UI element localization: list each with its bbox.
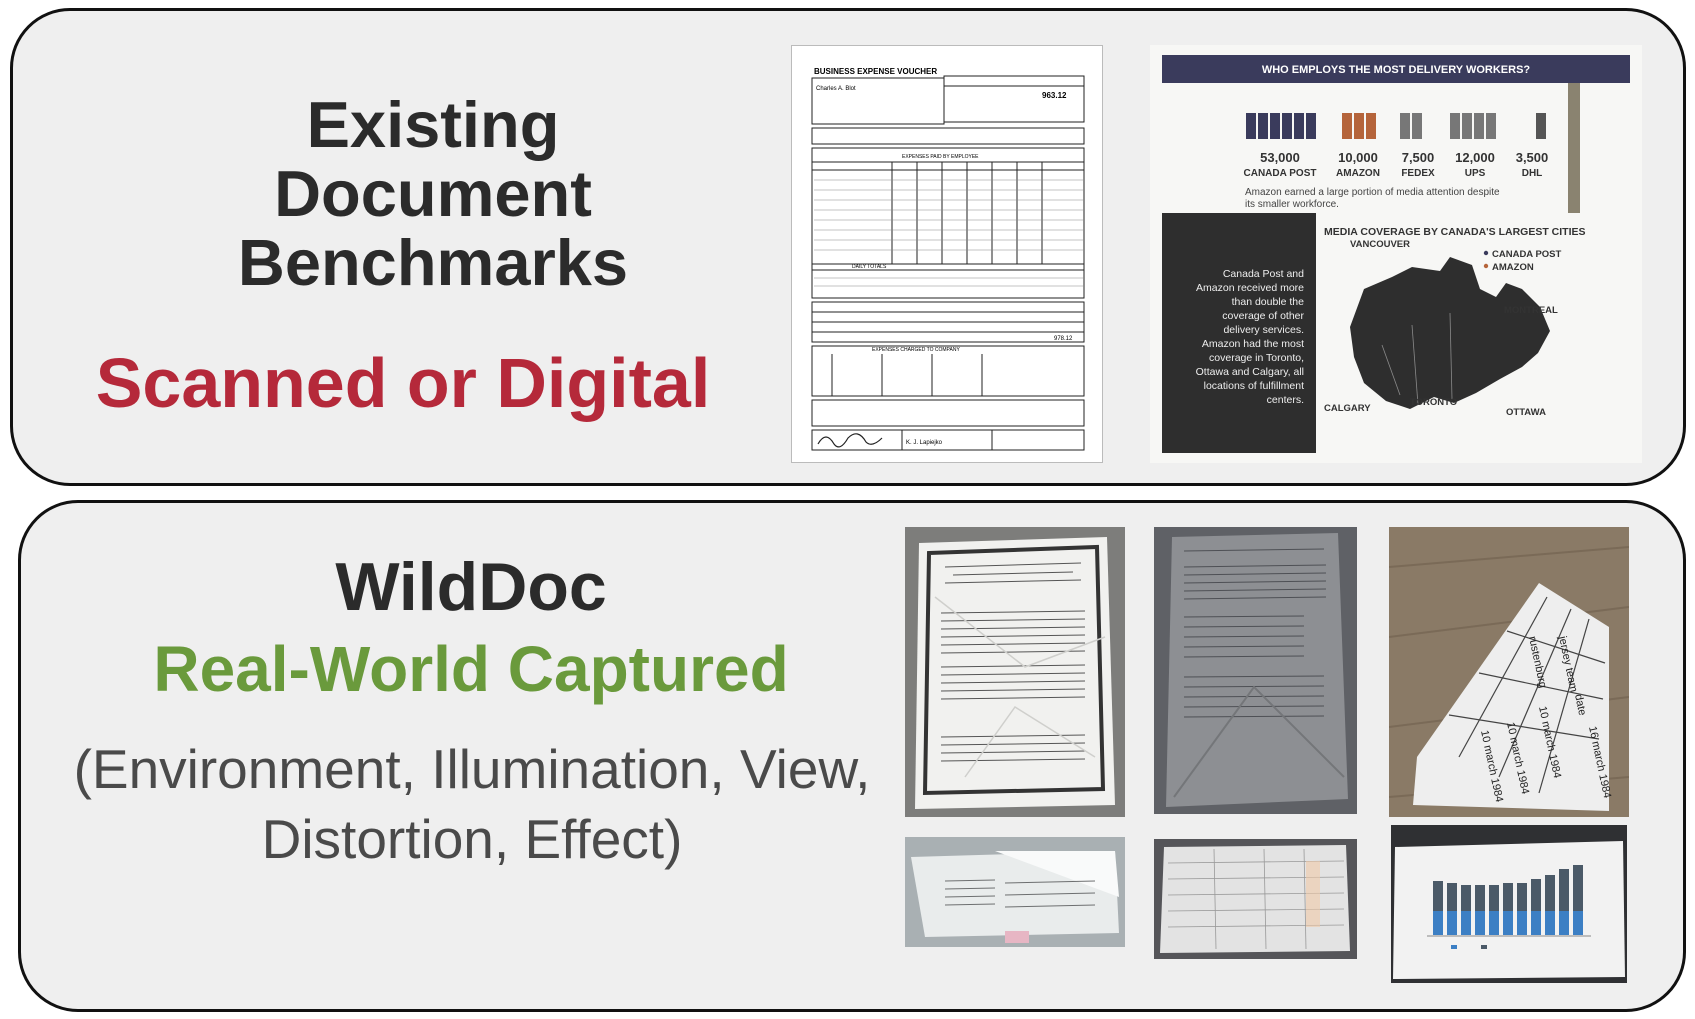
- stat-value: 7,500: [1402, 150, 1435, 165]
- side-text-line: delivery services.: [1223, 324, 1304, 336]
- stat-label: UPS: [1465, 168, 1486, 179]
- voucher-employee: Charles A. Blot: [816, 86, 856, 92]
- side-text-line: Amazon received more: [1196, 282, 1304, 294]
- city-label: CALGARY: [1324, 403, 1371, 414]
- stat-label: FEDEX: [1401, 168, 1435, 179]
- voucher-amount: 963.12: [1042, 91, 1067, 100]
- table-cell: date: [1572, 693, 1588, 716]
- legend-dot: [1483, 250, 1489, 256]
- existing-benchmarks-panel: Existing Document Benchmarks Scanned or …: [10, 8, 1686, 486]
- city-label: OTTAWA: [1506, 407, 1546, 418]
- infographic-note: its smaller workforce.: [1245, 199, 1339, 210]
- canada-map: [1350, 257, 1550, 409]
- side-text-line: locations of fulfillment: [1204, 380, 1304, 392]
- wilddoc-title: WildDoc: [335, 549, 607, 625]
- caption-line: Distortion, Effect): [261, 807, 683, 870]
- voucher-approver: K. J. Lapiejko: [906, 440, 943, 446]
- dim-lit-document-photo: [1154, 527, 1357, 814]
- stat-label: CANADA POST: [1244, 168, 1317, 179]
- title-line: Document: [274, 156, 592, 230]
- title-line: Existing: [306, 88, 560, 161]
- stat-value: 10,000: [1338, 150, 1378, 165]
- stat-value: 3,500: [1516, 150, 1549, 165]
- city-label: TORONTO: [1410, 397, 1457, 408]
- side-text-line: Canada Post and: [1223, 268, 1304, 280]
- city-label: VANCOUVER: [1350, 239, 1410, 250]
- infographic-note: Amazon earned a large portion of media a…: [1245, 187, 1500, 198]
- side-text-line: Amazon had the most: [1202, 338, 1304, 350]
- legend-label: AMAZON: [1492, 262, 1534, 273]
- delivery-workers-infographic: WHO EMPLOYS THE MOST DELIVERY WORKERS?: [1150, 45, 1642, 463]
- voucher-expenses-header: EXPENSES PAID BY EMPLOYEE: [902, 154, 979, 160]
- real-world-captured-label: Real-World Captured: [153, 633, 789, 705]
- bar-chart-photo: [1391, 825, 1627, 983]
- infographic-header: WHO EMPLOYS THE MOST DELIVERY WORKERS?: [1262, 64, 1531, 76]
- voucher-daily-totals: DAILY TOTALS: [852, 264, 887, 270]
- glare-document-photo: [905, 837, 1125, 947]
- side-text-line: than double the: [1232, 296, 1305, 308]
- wilddoc-caption: (Environment, Illumination, View, Distor…: [37, 735, 907, 875]
- worker-icons: [1246, 113, 1546, 139]
- stat-value: 12,000: [1455, 150, 1495, 165]
- scanned-or-digital-label: Scanned or Digital: [95, 344, 711, 422]
- side-text-line: Ottawa and Calgary, all: [1196, 366, 1304, 378]
- media-coverage-header: MEDIA COVERAGE BY CANADA'S LARGEST CITIE…: [1324, 226, 1586, 238]
- side-text-line: coverage of other: [1222, 310, 1304, 322]
- table-document-photo: [1154, 839, 1357, 959]
- existing-benchmarks-title: Existing Document Benchmarks: [173, 88, 693, 299]
- caption-line: (Environment, Illumination, View,: [73, 738, 871, 800]
- signature-scribble: [817, 433, 883, 448]
- side-text-line: coverage in Toronto,: [1209, 352, 1304, 364]
- city-label: MONTREAL: [1504, 305, 1558, 316]
- perspective-table-photo: date 10 march 1984 10 march 1984 10 marc…: [1389, 527, 1629, 817]
- crumpled-document-photo: [905, 527, 1125, 817]
- title-line: Benchmarks: [237, 225, 629, 299]
- voucher-charged-header: EXPENSES CHARGED TO COMPANY: [872, 347, 960, 353]
- voucher-title: BUSINESS EXPENSE VOUCHER: [814, 67, 937, 76]
- wilddoc-panel: WildDoc Real-World Captured (Environment…: [18, 500, 1686, 1012]
- legend-dot: [1483, 263, 1489, 269]
- stat-value: 53,000: [1260, 150, 1300, 165]
- legend-label: CANADA POST: [1492, 249, 1562, 260]
- voucher-total: 978.12: [1054, 336, 1073, 342]
- photo-bars: [1433, 865, 1583, 935]
- side-text-line: centers.: [1267, 394, 1304, 406]
- stat-label: DHL: [1522, 168, 1543, 179]
- expense-voucher-image: BUSINESS EXPENSE VOUCHER 963.12 Charles …: [791, 45, 1103, 463]
- stat-label: AMAZON: [1336, 168, 1380, 179]
